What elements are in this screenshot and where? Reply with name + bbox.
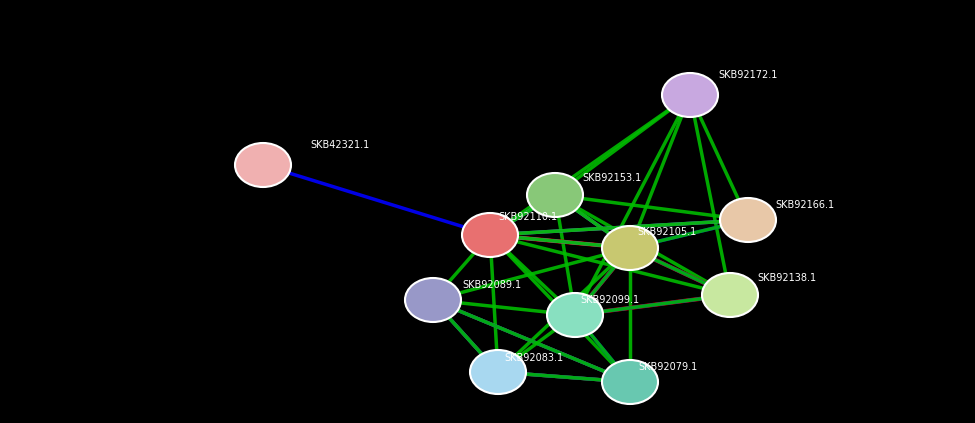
- Ellipse shape: [527, 173, 583, 217]
- Ellipse shape: [662, 73, 718, 117]
- Ellipse shape: [235, 143, 291, 187]
- Text: SKB92099.1: SKB92099.1: [580, 295, 640, 305]
- Text: SKB92079.1: SKB92079.1: [638, 362, 697, 372]
- Ellipse shape: [470, 350, 526, 394]
- Text: SKB92153.1: SKB92153.1: [582, 173, 642, 183]
- Text: SKB92166.1: SKB92166.1: [775, 200, 835, 210]
- Text: SKB92105.1: SKB92105.1: [637, 227, 696, 237]
- Text: SKB42321.1: SKB42321.1: [310, 140, 370, 150]
- Ellipse shape: [405, 278, 461, 322]
- Text: SKB92110.1: SKB92110.1: [498, 212, 557, 222]
- Text: SKB92083.1: SKB92083.1: [504, 353, 564, 363]
- Ellipse shape: [720, 198, 776, 242]
- Ellipse shape: [462, 213, 518, 257]
- Ellipse shape: [602, 226, 658, 270]
- Ellipse shape: [702, 273, 758, 317]
- Ellipse shape: [602, 360, 658, 404]
- Text: SKB92089.1: SKB92089.1: [462, 280, 521, 290]
- Ellipse shape: [547, 293, 603, 337]
- Text: SKB92172.1: SKB92172.1: [718, 70, 777, 80]
- Text: SKB92138.1: SKB92138.1: [757, 273, 816, 283]
